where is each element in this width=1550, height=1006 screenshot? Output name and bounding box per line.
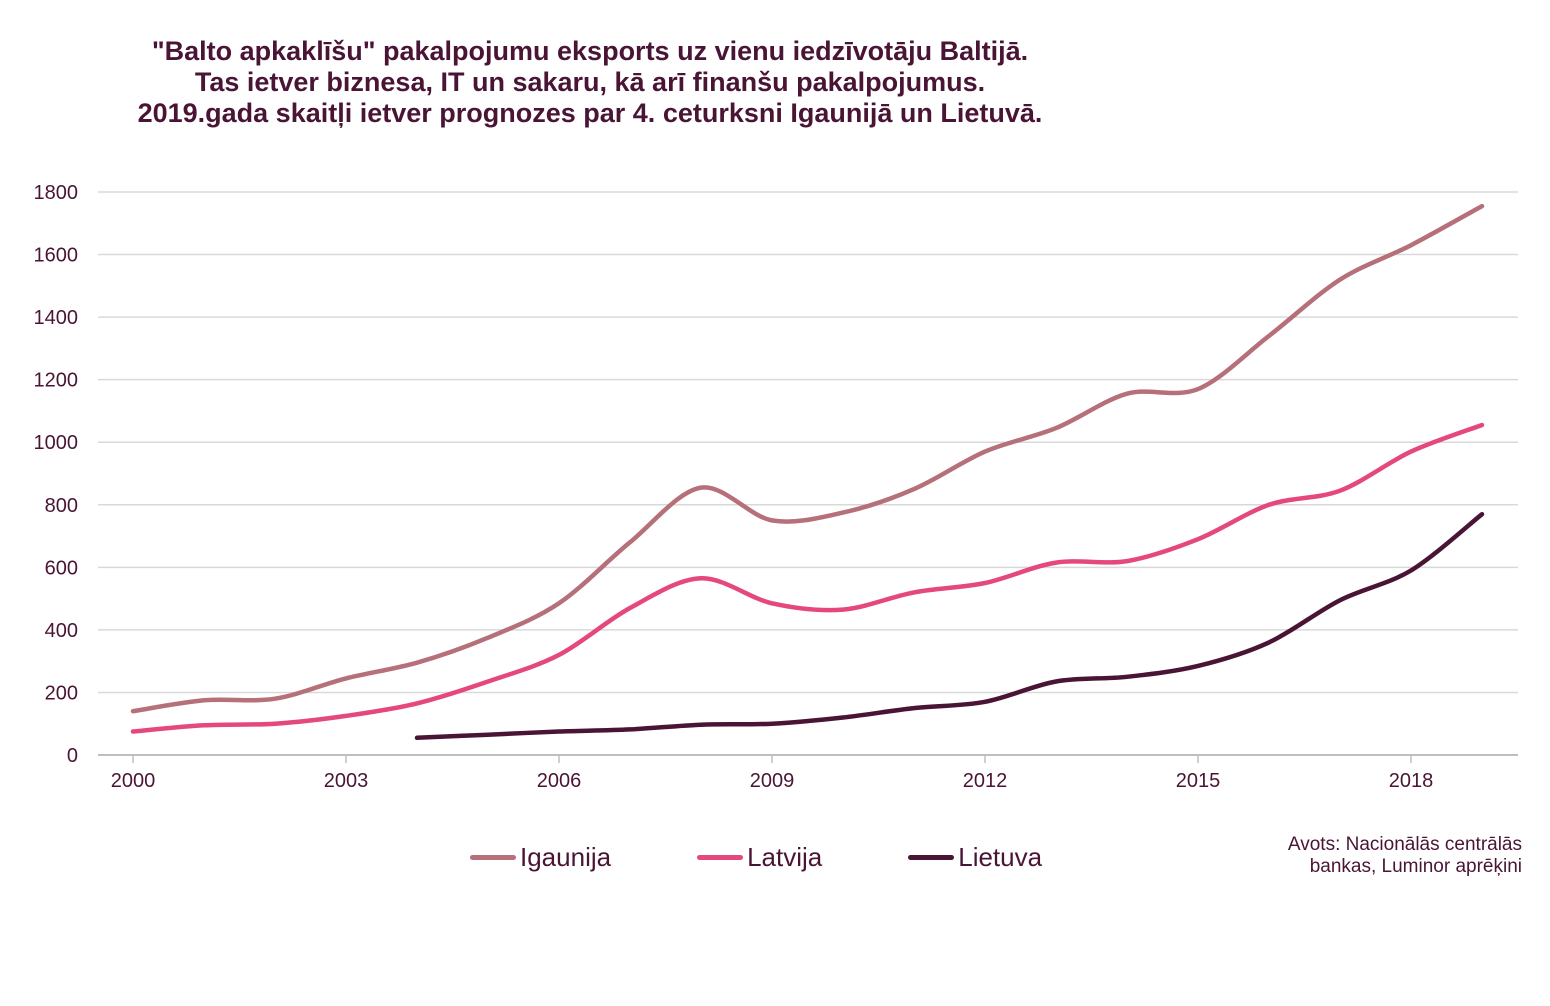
- source-note: Avots: Nacionālās centrālās bankas, Lumi…: [1288, 834, 1522, 878]
- x-tick-label: 2012: [963, 770, 1008, 792]
- series-line-latvija: [130, 422, 1485, 734]
- y-tick-label: 1000: [34, 432, 79, 454]
- legend-swatch-lietuva: [908, 855, 955, 860]
- series-line-lietuva: [414, 511, 1485, 741]
- legend-item-latvija[interactable]: Latvija: [697, 842, 822, 873]
- legend-item-lietuva[interactable]: Lietuva: [908, 842, 1042, 873]
- source-line-2: bankas, Luminor aprēķini: [1309, 856, 1522, 877]
- legend-label-igaunija: Igaunija: [520, 842, 612, 872]
- x-tick-label: 2015: [1176, 770, 1221, 792]
- legend-label-latvija: Latvija: [747, 842, 823, 872]
- title-line-2: Tas ietver biznesa, IT un sakaru, kā arī…: [194, 67, 986, 97]
- y-axis-ticks: 0 200 400 600 800 1000 1200 1400 1600 1800: [34, 182, 79, 767]
- x-tick-label: 2018: [1389, 770, 1434, 792]
- chart-title: "Balto apkaklīšu" pakalpojumu eksports u…: [20, 36, 1160, 129]
- legend-swatch-latvija: [697, 855, 744, 860]
- y-tick-label: 0: [67, 745, 78, 767]
- y-tick-label: 800: [45, 495, 78, 517]
- source-line-1: Avots: Nacionālās centrālās: [1287, 834, 1522, 855]
- title-line-3: 2019.gada skaitļi ietver prognozes par 4…: [137, 98, 1043, 128]
- y-tick-label: 400: [45, 620, 78, 642]
- x-axis-ticks: 2000 2003 2006 2009 2012 2015 2018: [111, 755, 1434, 792]
- y-tick-label: 1800: [34, 182, 79, 204]
- legend-label-lietuva: Lietuva: [958, 842, 1043, 872]
- y-tick-label: 200: [45, 682, 78, 704]
- x-tick-label: 2006: [537, 770, 582, 792]
- title-line-1: "Balto apkaklīšu" pakalpojumu eksports u…: [151, 36, 1029, 66]
- gridlines: [98, 191, 1518, 694]
- legend: Igaunija Latvija Lietuva: [470, 842, 1128, 873]
- y-tick-label: 1600: [34, 245, 79, 267]
- legend-swatch-igaunija: [470, 855, 516, 860]
- x-tick-label: 2003: [324, 770, 369, 792]
- x-tick-label: 2009: [750, 770, 795, 792]
- legend-item-igaunija[interactable]: Igaunija: [470, 842, 611, 873]
- y-tick-label: 1200: [34, 370, 79, 392]
- y-tick-label: 600: [45, 557, 78, 579]
- x-tick-label: 2000: [111, 770, 156, 792]
- series-lines: [130, 203, 1485, 741]
- series-line-igaunija: [130, 203, 1485, 714]
- y-tick-label: 1400: [34, 307, 79, 329]
